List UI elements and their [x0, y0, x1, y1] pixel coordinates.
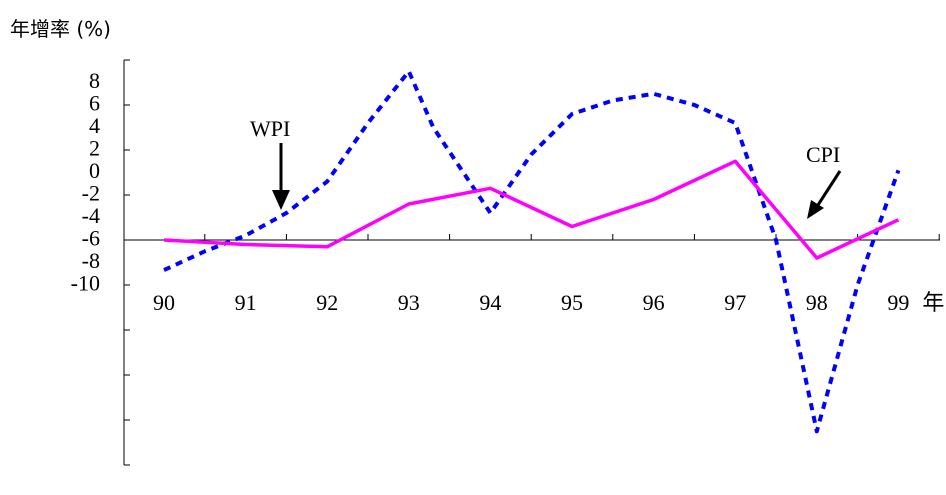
y-axis-label: 年增率 (%): [10, 17, 111, 41]
wpi-annotation-label: WPI: [250, 116, 290, 141]
y-tick-label: -4: [82, 203, 100, 228]
x-tick-label: 91: [235, 290, 257, 315]
y-tick-label: 6: [89, 91, 100, 116]
wpi-annotation-arrowhead: [272, 190, 290, 210]
y-tick-label: -2: [82, 181, 100, 206]
cpi-annotation-arrowhead: [807, 200, 824, 219]
series-layer: [163, 69, 901, 434]
x-tick-label: 98: [806, 290, 828, 315]
series-line-cpi: [163, 159, 900, 260]
x-tick-label: 96: [643, 290, 665, 315]
y-tick-label: -8: [82, 248, 100, 273]
y-tick-label: -6: [82, 226, 100, 251]
x-tick-label: 92: [316, 290, 338, 315]
y-tick-label: 0: [89, 158, 100, 183]
y-tick-label: 4: [89, 113, 100, 138]
x-tick-label: 97: [724, 290, 746, 315]
x-tick-label: 93: [398, 290, 420, 315]
x-unit-label: 年: [922, 290, 944, 315]
cpi-annotation-label: CPI: [806, 142, 840, 167]
y-tick-label: 8: [89, 68, 100, 93]
x-tick-label: 94: [479, 290, 501, 315]
x-tick-label: 99: [887, 290, 909, 315]
series-line-wpi: [163, 69, 901, 434]
x-tick-label: 90: [153, 290, 175, 315]
annotations: WPI CPI: [250, 116, 842, 219]
y-tick-label: -10: [71, 271, 100, 296]
x-tick-label: 95: [561, 290, 583, 315]
y-tick-label: 2: [89, 136, 100, 161]
cpi-annotation-arrow-shaft: [816, 170, 842, 206]
